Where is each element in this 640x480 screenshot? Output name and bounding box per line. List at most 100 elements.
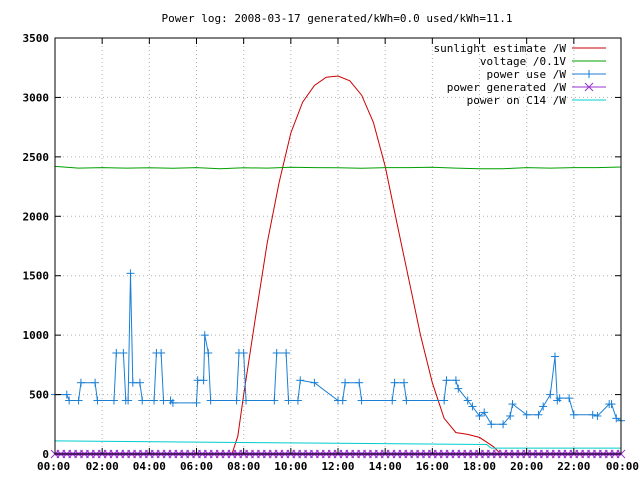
data-point bbox=[62, 390, 71, 399]
data-point bbox=[508, 400, 517, 409]
y-tick-label: 3000 bbox=[23, 91, 50, 104]
data-point bbox=[282, 348, 291, 357]
series-1 bbox=[54, 165, 622, 170]
data-point bbox=[338, 396, 347, 405]
data-point bbox=[296, 376, 305, 385]
data-point bbox=[355, 378, 364, 387]
data-point bbox=[310, 378, 319, 387]
data-point bbox=[272, 348, 281, 357]
data-point bbox=[550, 352, 559, 361]
data-point bbox=[440, 396, 449, 405]
data-point bbox=[341, 378, 350, 387]
series-line bbox=[54, 165, 622, 170]
legend-label: power generated /W bbox=[447, 81, 567, 94]
data-point bbox=[109, 396, 118, 405]
legend-item: power generated /W bbox=[447, 81, 606, 94]
data-point bbox=[463, 396, 472, 405]
x-tick-label: 10:00 bbox=[274, 460, 307, 473]
x-tick-label: 20:00 bbox=[510, 460, 543, 473]
data-point bbox=[451, 376, 460, 385]
data-point bbox=[124, 396, 133, 405]
data-point bbox=[270, 396, 279, 405]
data-point bbox=[522, 410, 531, 419]
series-line bbox=[54, 440, 621, 449]
data-point bbox=[65, 396, 74, 405]
data-point bbox=[585, 70, 593, 78]
data-point bbox=[454, 384, 463, 393]
x-tick-label: 06:00 bbox=[180, 460, 213, 473]
data-point bbox=[402, 396, 411, 405]
data-point bbox=[506, 411, 515, 420]
series-2 bbox=[51, 269, 625, 429]
data-point bbox=[138, 396, 147, 405]
x-tick-label: 00:00 bbox=[606, 460, 639, 473]
data-point bbox=[499, 420, 508, 429]
y-tick-label: 2000 bbox=[23, 210, 50, 223]
data-point bbox=[569, 410, 578, 419]
x-tick-label: 12:00 bbox=[321, 460, 354, 473]
legend-item: power use /W bbox=[487, 68, 606, 81]
data-point bbox=[593, 411, 602, 420]
data-point bbox=[546, 390, 555, 399]
legend-label: power use /W bbox=[487, 68, 567, 81]
ticks: 0 500 1000 1500 2000 2500 3000 3500 00:00 02:00 04… bbox=[23, 32, 640, 473]
x-tick-label: 00:00 bbox=[37, 460, 70, 473]
data-point bbox=[93, 396, 102, 405]
data-point bbox=[390, 378, 399, 387]
data-point bbox=[565, 394, 574, 403]
data-point bbox=[480, 408, 489, 417]
data-point bbox=[112, 348, 121, 357]
data-point bbox=[192, 398, 201, 407]
data-point bbox=[157, 348, 166, 357]
data-point bbox=[293, 396, 302, 405]
chart-title: Power log: 2008-03-17 generated/kWh=0.0 … bbox=[162, 12, 513, 25]
x-tick-label: 08:00 bbox=[227, 460, 260, 473]
data-point bbox=[239, 348, 248, 357]
legend-item: voltage /0.1V bbox=[480, 55, 606, 68]
y-tick-label: 2500 bbox=[23, 151, 50, 164]
x-tick-label: 04:00 bbox=[133, 460, 166, 473]
data-point bbox=[534, 410, 543, 419]
legend-label: power on C14 /W bbox=[467, 94, 567, 107]
data-point bbox=[475, 411, 484, 420]
x-tick-label: 16:00 bbox=[416, 460, 449, 473]
data-point bbox=[76, 378, 85, 387]
series-line bbox=[55, 75, 621, 455]
data-point bbox=[487, 420, 496, 429]
data-point bbox=[242, 396, 251, 405]
y-tick-label: 3500 bbox=[23, 32, 50, 45]
legend-label: sunlight estimate /W bbox=[434, 42, 567, 55]
data-point bbox=[612, 414, 621, 423]
data-point bbox=[135, 378, 144, 387]
data-point bbox=[159, 396, 168, 405]
data-point bbox=[357, 396, 366, 405]
legend-item: power on C14 /W bbox=[467, 94, 606, 107]
data-point bbox=[168, 398, 177, 407]
data-point bbox=[126, 269, 135, 278]
data-point bbox=[200, 331, 209, 340]
data-point bbox=[388, 396, 397, 405]
x-tick-label: 18:00 bbox=[463, 460, 496, 473]
data-point bbox=[400, 378, 409, 387]
y-tick-label: 1000 bbox=[23, 329, 50, 342]
data-point bbox=[442, 376, 451, 385]
x-tick-label: 22:00 bbox=[557, 460, 590, 473]
data-point bbox=[232, 396, 241, 405]
data-point bbox=[555, 394, 564, 403]
data-point bbox=[584, 82, 594, 92]
y-tick-label: 500 bbox=[29, 389, 49, 402]
data-point bbox=[74, 396, 83, 405]
data-point bbox=[150, 396, 159, 405]
x-tick-label: 02:00 bbox=[86, 460, 119, 473]
data-point bbox=[204, 348, 213, 357]
series-4 bbox=[54, 440, 621, 449]
data-point bbox=[91, 378, 100, 387]
x-tick-label: 14:00 bbox=[369, 460, 402, 473]
data-point bbox=[206, 396, 215, 405]
data-point bbox=[284, 396, 293, 405]
y-tick-label: 0 bbox=[42, 448, 49, 461]
data-point bbox=[607, 400, 616, 409]
y-tick-label: 1500 bbox=[23, 270, 50, 283]
